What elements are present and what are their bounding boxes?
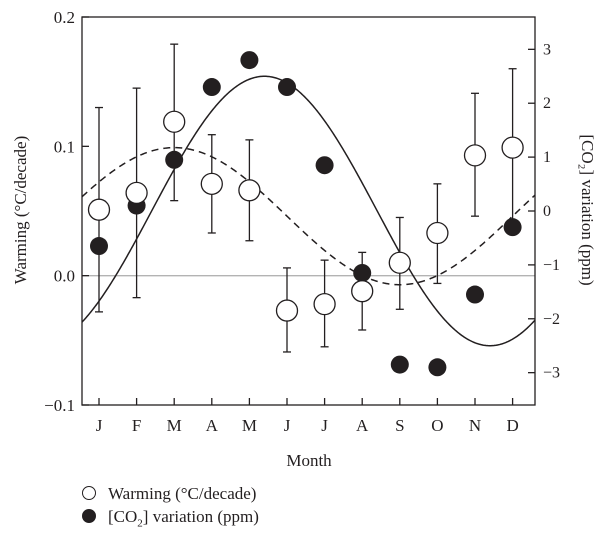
co2-point	[315, 156, 334, 175]
warming-point	[275, 299, 299, 322]
y-axis-label: Warming (°C/decade)	[11, 136, 30, 284]
warming-point	[501, 136, 524, 159]
warming-point	[125, 181, 148, 205]
x-tick-label: A	[206, 416, 219, 435]
y2-tick-label: 1	[543, 149, 551, 166]
x-axis-label: Month	[286, 451, 332, 470]
x-tick-label: M	[167, 416, 182, 435]
x-tick-label: S	[395, 416, 404, 435]
warming-point	[313, 292, 336, 316]
warming-point	[463, 144, 487, 167]
legend-co2-prefix: [CO	[108, 507, 138, 526]
y2-tick-label: 2	[543, 95, 551, 112]
x-tick-label: M	[242, 416, 257, 435]
co2-point	[202, 78, 221, 97]
x-tick-label: F	[132, 416, 141, 435]
right-axis-ticks: 3 2 1 0 −1 −2 −3	[528, 41, 560, 382]
warming-point	[163, 110, 186, 133]
y-tick-label: 0.0	[54, 267, 75, 286]
co2-point	[353, 263, 372, 282]
legend-label-co2: [CO2] variation (ppm)	[108, 506, 259, 534]
co2-point	[165, 150, 184, 169]
legend-item-co2: [CO2] variation (ppm)	[82, 506, 402, 529]
y2-tick-label: 0	[543, 203, 551, 220]
y2-tick-label: −1	[543, 257, 560, 274]
warming-point	[426, 221, 449, 245]
warming-fit-curve	[81, 146, 536, 286]
chart: 0.2 0.1 0.0 −0.1 3 2 1 0 −1 −2 −3 J F M A M J J A S O N D Mo…	[11, 8, 597, 470]
y-tick-label: −0.1	[44, 396, 75, 415]
x-tick-label: J	[321, 416, 328, 435]
x-tick-label: O	[431, 416, 443, 435]
x-tick-label: J	[284, 416, 291, 435]
y2-axis-label: [CO₂] variation (ppm)	[578, 134, 597, 285]
legend-co2-suffix: ] variation (ppm)	[142, 507, 259, 526]
warming-point	[200, 172, 223, 195]
y-tick-label: 0.1	[54, 137, 75, 156]
y2-axis-label-text: [CO₂] variation (ppm)	[578, 134, 597, 285]
co2-point	[503, 218, 522, 237]
co2-point	[390, 355, 409, 374]
y2-tick-label: −3	[543, 365, 560, 382]
warming-point	[87, 198, 111, 221]
co2-point	[428, 358, 447, 377]
x-tick-label: N	[469, 416, 481, 435]
x-tick-label: D	[506, 416, 518, 435]
warming-point	[238, 179, 261, 202]
left-axis-ticks: 0.2 0.1 0.0 −0.1	[44, 8, 89, 415]
y2-tick-label: −2	[543, 311, 560, 328]
co2-fit-curve	[81, 75, 536, 347]
y2-tick-label: 3	[543, 41, 551, 58]
filled-circle-icon	[82, 509, 96, 523]
plot-frame	[81, 16, 536, 406]
warming-points	[87, 110, 524, 322]
open-circle-icon	[82, 486, 96, 500]
legend-item-warming: Warming (°C/decade)	[82, 483, 402, 505]
warming-point	[388, 251, 411, 274]
y-tick-label: 0.2	[54, 8, 75, 27]
co2-point	[278, 78, 296, 97]
co2-point	[240, 51, 259, 70]
warming-point	[351, 280, 374, 303]
co2-point	[90, 237, 108, 256]
co2-point	[466, 285, 484, 304]
x-tick-label: A	[356, 416, 369, 435]
x-tick-label: J	[96, 416, 103, 435]
legend-co2-sub: 2	[137, 517, 143, 530]
legend-label-warming: Warming (°C/decade)	[108, 484, 257, 503]
co2-points	[90, 51, 522, 377]
